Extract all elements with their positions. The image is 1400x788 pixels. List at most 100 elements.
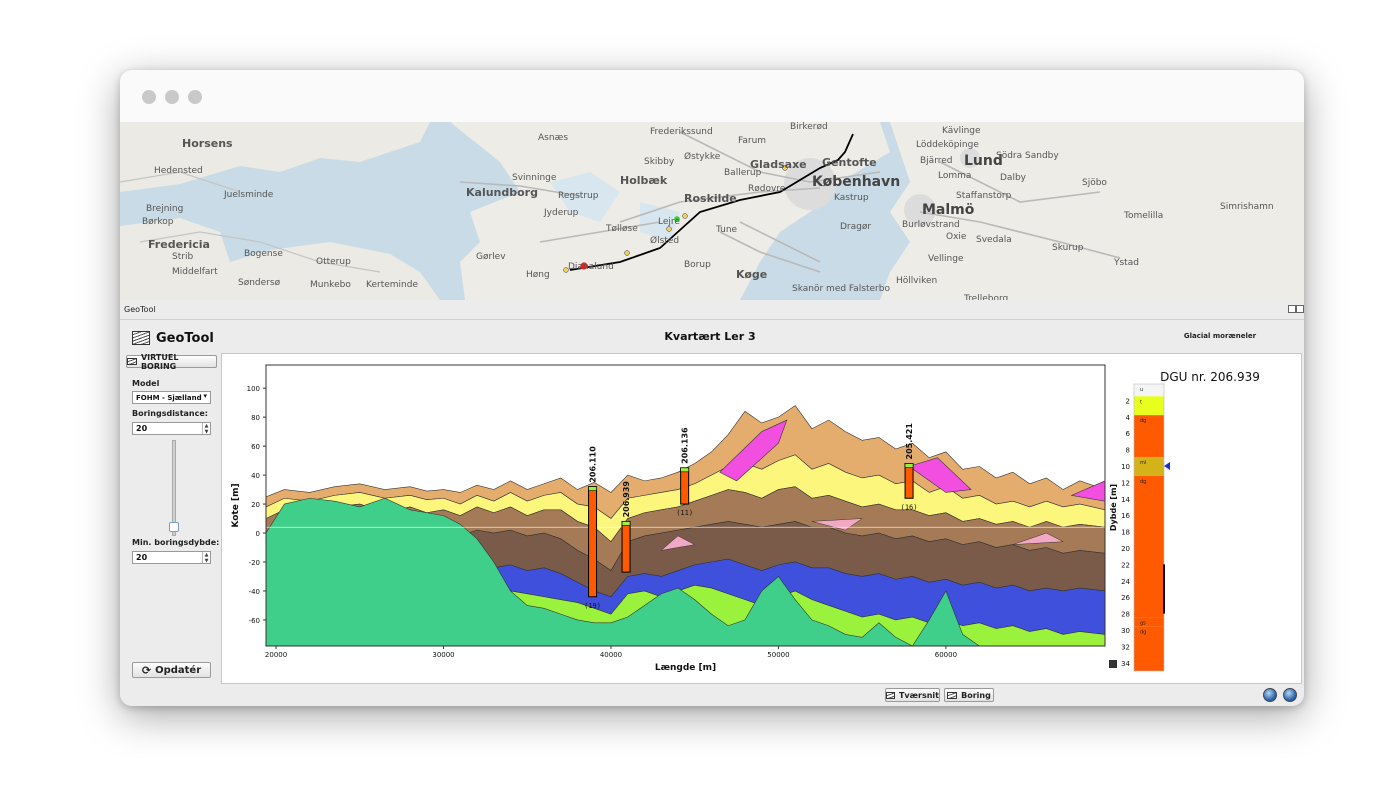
y-tick-label: -60 xyxy=(249,617,260,625)
y-tick-label: -40 xyxy=(249,588,260,596)
app-name: GeoTool xyxy=(156,330,214,346)
refresh-icon: ⟳ xyxy=(141,663,152,677)
model-select[interactable]: FOHM - Sjælland ▾ xyxy=(132,391,211,404)
panel-close-icon[interactable] xyxy=(1296,305,1304,313)
map-place-label: Burløvstrand xyxy=(902,220,960,230)
log-depth-tick-label: 26 xyxy=(1121,594,1130,602)
y-tick-label: -20 xyxy=(249,559,260,567)
chart-area: 206.110 (19) 206.939 206.136 (11) 205.421 (16)… xyxy=(221,353,1302,684)
map-place-label: Löddeköpinge xyxy=(916,140,979,150)
log-layer-code: ml xyxy=(1140,460,1146,466)
map-place-label: Tølløse xyxy=(606,224,638,234)
map-place-label: Staffanstorp xyxy=(956,191,1012,201)
window-maximize-dot[interactable] xyxy=(188,90,202,104)
borehole-column xyxy=(588,486,598,598)
borehole-id-label: 206.939 xyxy=(622,481,631,518)
map-place-label: Gentofte xyxy=(822,156,877,169)
map-place-label: Svinninge xyxy=(512,173,557,183)
map-place-label: Lejre xyxy=(658,217,680,227)
borehole-column xyxy=(680,467,690,505)
log-layer-code: dg xyxy=(1140,630,1146,636)
map-place-label: Lund xyxy=(964,153,1003,169)
log-layer xyxy=(1134,626,1164,671)
map-place-label: Skanör med Falsterbo xyxy=(792,284,890,294)
globe-icon[interactable] xyxy=(1283,688,1297,702)
map-place-label: Borup xyxy=(684,260,711,270)
panel-title: GeoTool xyxy=(124,305,156,314)
log-layer-code: gs xyxy=(1140,621,1146,627)
y-tick-label: 0 xyxy=(256,530,260,538)
log-depth-axis-label: Dybde [m] xyxy=(1109,484,1118,531)
update-button[interactable]: ⟳ Opdatér xyxy=(132,662,211,678)
map-place-label: Juelsminde xyxy=(224,190,274,200)
log-depth-tick-label: 14 xyxy=(1121,496,1130,504)
map-place-label: Asnæs xyxy=(538,133,569,143)
update-label: Opdatér xyxy=(155,664,202,676)
panel-restore-icon[interactable] xyxy=(1288,305,1296,313)
x-tick-label: 30000 xyxy=(432,651,454,659)
tab-tvaersnit[interactable]: Tværsnit xyxy=(885,688,940,702)
map-place-label: Kalundborg xyxy=(466,186,538,199)
virtual-boring-label: VIRTUEL BORING xyxy=(140,352,179,371)
map-place-label: Dianalund xyxy=(568,262,614,272)
map-place-label: Kävlinge xyxy=(942,126,981,136)
borehole-count-label: (11) xyxy=(676,509,693,517)
cross-section-layers xyxy=(266,405,1105,646)
map-view[interactable]: Horsens Hedensted Juelsminde Brejning Børkop… xyxy=(120,122,1304,300)
log-layer-code: dg xyxy=(1140,418,1146,424)
distance-label: Boringsdistance: xyxy=(132,409,208,418)
map-place-label: Køge xyxy=(736,268,768,281)
window-minimize-dot[interactable] xyxy=(165,90,179,104)
borehole-top-layer xyxy=(588,486,597,491)
log-depth-tick-label: 4 xyxy=(1126,414,1131,422)
log-frame xyxy=(1133,383,1165,672)
globe-icon[interactable] xyxy=(1263,688,1277,702)
log-layer xyxy=(1134,456,1164,476)
layer-pink xyxy=(660,535,696,551)
map-place-label: Sjöbo xyxy=(1082,178,1107,188)
map-place-label: Regstrup xyxy=(558,191,599,201)
log-depth-tick-label: 32 xyxy=(1121,643,1130,651)
virtual-boring-button[interactable]: VIRTUEL BORING xyxy=(126,352,217,371)
distance-slider-thumb[interactable] xyxy=(169,522,179,532)
log-layer xyxy=(1134,384,1164,397)
chevron-down-icon: ▾ xyxy=(203,392,207,400)
distance-value: 20 xyxy=(136,424,148,433)
log-depth-tick-label: 8 xyxy=(1126,447,1130,455)
layer-magenta xyxy=(719,419,788,482)
tab-boring[interactable]: Boring xyxy=(944,688,994,702)
distance-slider-track[interactable] xyxy=(172,440,176,536)
spinner-arrows-icon[interactable]: ▲ ▼ xyxy=(202,552,210,564)
distance-spinner[interactable]: 20 ▲ ▼ xyxy=(132,422,211,435)
layer-pink xyxy=(1012,532,1065,545)
y-tick-label: 40 xyxy=(251,472,260,480)
log-depth-tick-label: 24 xyxy=(1121,578,1130,586)
map-place-label: Strib xyxy=(172,252,194,262)
map-place-label: Skurup xyxy=(1052,243,1084,253)
charts-canvas[interactable]: 206.110 (19) 206.939 206.136 (11) 205.421 (16)… xyxy=(222,354,1301,683)
geotool-logo: GeoTool xyxy=(132,328,214,348)
spinner-arrows-icon[interactable]: ▲ ▼ xyxy=(202,423,210,435)
depth-value: 20 xyxy=(136,553,148,562)
log-layer-code: dg xyxy=(1140,479,1146,485)
depth-spinner[interactable]: 20 ▲ ▼ xyxy=(132,551,211,564)
x-tick-label: 40000 xyxy=(600,651,622,659)
map-place-label: Østykke xyxy=(684,152,721,162)
window-close-dot[interactable] xyxy=(142,90,156,104)
log-depth-tick-label: 6 xyxy=(1126,430,1131,438)
app-window: Horsens Hedensted Juelsminde Brejning Børkop… xyxy=(120,70,1304,706)
map-place-label: Dalby xyxy=(1000,173,1026,183)
tab-tvaersnit-label: Tværsnit xyxy=(898,690,939,700)
borehole-top-layer xyxy=(621,521,631,526)
map-place-label: Rødovre xyxy=(748,184,786,194)
map-place-label: Simrishamn xyxy=(1220,202,1274,212)
layer-green xyxy=(266,497,1105,646)
borehole-count-label: (19) xyxy=(584,602,601,610)
map-canvas xyxy=(120,122,1304,300)
x-tick-label: 50000 xyxy=(767,651,789,659)
log-layer xyxy=(1134,475,1164,618)
log-depth-tick-label: 30 xyxy=(1121,627,1130,635)
map-place-label: Birkerød xyxy=(790,122,828,132)
depth-label: Min. boringsdybde: xyxy=(132,538,220,547)
model-label: Model xyxy=(132,379,160,388)
